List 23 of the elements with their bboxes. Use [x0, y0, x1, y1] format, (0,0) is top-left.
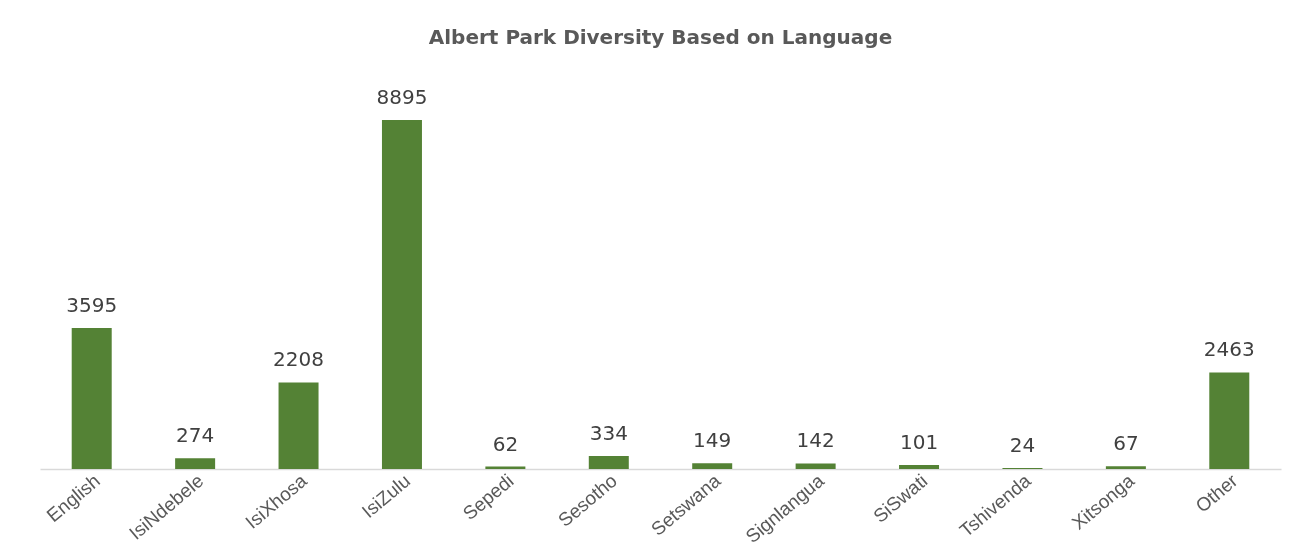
bar	[588, 455, 629, 469]
data-label: 149	[693, 428, 732, 453]
data-label: 3595	[66, 293, 118, 317]
data-label: 24	[1009, 433, 1036, 458]
bar	[71, 328, 112, 469]
data-label: 274	[176, 423, 215, 448]
data-label: 142	[796, 428, 835, 453]
data-label: 62	[492, 431, 519, 456]
data-label: 101	[899, 430, 939, 455]
bar	[381, 120, 422, 469]
data-label: 67	[1113, 431, 1139, 456]
bar	[899, 465, 940, 469]
bar	[278, 382, 319, 469]
bar	[692, 463, 733, 469]
bar	[1105, 466, 1146, 469]
data-label: 2463	[1203, 337, 1255, 362]
data-label: 8895	[376, 85, 428, 110]
chart-title: Albert Park Diversity Based on Language	[428, 25, 893, 50]
bar	[1209, 372, 1250, 469]
data-label: 334	[589, 420, 628, 445]
data-label: 2208	[273, 347, 324, 372]
bar	[795, 463, 836, 469]
bar	[175, 458, 216, 469]
